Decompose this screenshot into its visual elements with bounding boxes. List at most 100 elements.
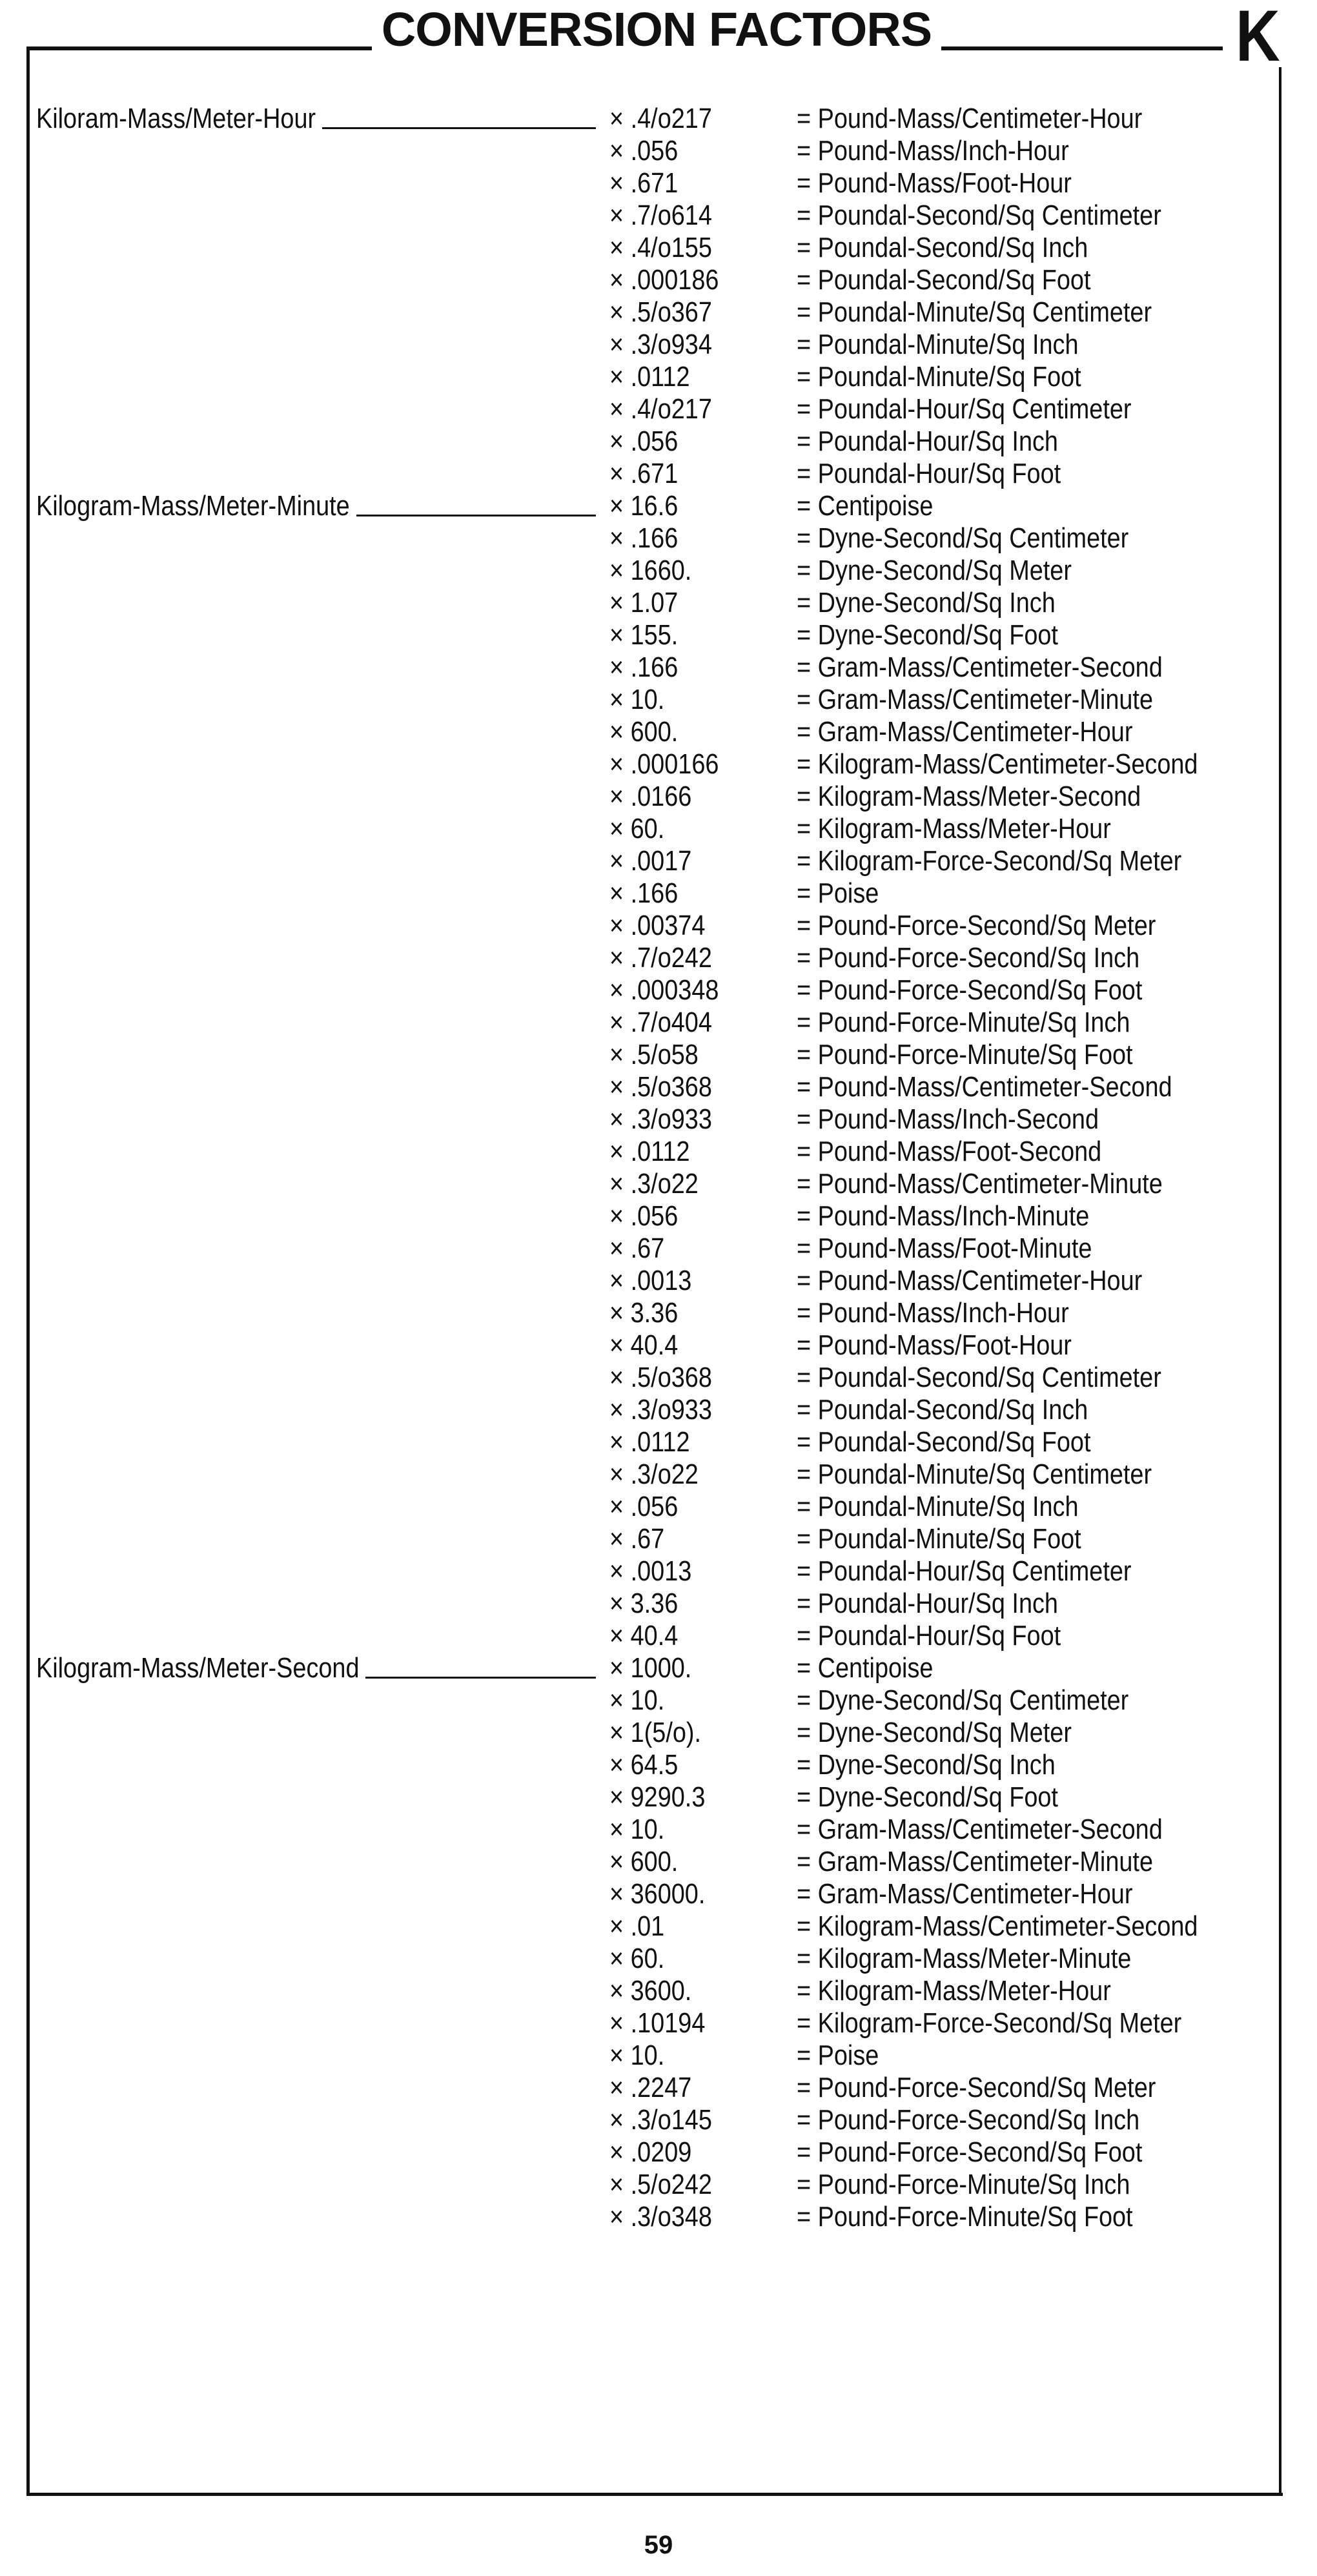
target-unit-value: = Poundal-Hour/Sq Foot [797, 1620, 1061, 1652]
target-unit-name: Poundal-Minute/Sq Inch [817, 1491, 1079, 1522]
factor-number: .67 [630, 1523, 665, 1555]
factor-value: × .0166 [609, 781, 691, 813]
conversion-factor: × .671 [609, 167, 689, 199]
multiply-symbol: × [609, 490, 624, 522]
equals-symbol: = [797, 1168, 812, 1200]
equals-symbol: = [797, 1394, 812, 1426]
target-unit-value: = Pound-Force-Minute/Sq Foot [797, 1039, 1133, 1071]
factor-value: × 1.07 [609, 587, 678, 619]
factor-number: 600. [630, 716, 679, 748]
conversion-factor: × .000166 [609, 748, 737, 781]
factor-value: × .5/o368 [609, 1362, 712, 1394]
multiply-symbol: × [609, 974, 624, 1006]
conversion-factor: × 40.4 [609, 1620, 689, 1652]
target-unit-value: = Kilogram-Mass/Meter-Hour [797, 813, 1111, 845]
target-unit-value: = Gram-Mass/Centimeter-Hour [797, 716, 1132, 748]
section-letter: K [1236, 0, 1280, 76]
factor-number: .166 [630, 877, 679, 909]
target-unit-name: Poundal-Hour/Sq Inch [817, 425, 1058, 457]
target-unit-name: Poundal-Minute/Sq Foot [817, 361, 1081, 393]
target-unit-name: Poise [817, 2039, 879, 2071]
target-unit-value: = Poise [797, 877, 879, 910]
target-unit-name: Poundal-Hour/Sq Foot [817, 1620, 1061, 1651]
multiply-symbol: × [609, 2039, 624, 2071]
factor-number: .0209 [630, 2136, 692, 2168]
factor-number: .7/o404 [630, 1007, 712, 1038]
target-unit-name: Dyne-Second/Sq Centimeter [817, 1684, 1129, 1716]
equals-symbol: = [797, 942, 812, 974]
table-row: × .056 = Pound-Mass/Inch-Minute [0, 1200, 1317, 1232]
conversion-factor: × .671 [609, 458, 689, 490]
factor-number: .4/o217 [630, 393, 712, 425]
factor-value: × .000348 [609, 974, 719, 1007]
conversion-factor: × 64.5 [609, 1749, 689, 1781]
factor-value: × 64.5 [609, 1749, 678, 1781]
target-unit-value: = Poundal-Minute/Sq Centimeter [797, 1458, 1152, 1491]
target-unit-name: Centipoise [817, 490, 934, 522]
target-unit-name: Pound-Mass/Inch-Minute [817, 1200, 1090, 1232]
target-unit: = Kilogram-Mass/Meter-Hour [797, 813, 1162, 845]
target-unit-value: = Kilogram-Mass/Centimeter-Second [797, 748, 1198, 781]
target-unit-value: = Pound-Mass/Foot-Hour [797, 1329, 1072, 1362]
target-unit: = Poundal-Hour/Sq Centimeter [797, 1555, 1186, 1588]
equals-symbol: = [797, 2072, 812, 2103]
table-row: × 9290.3 = Dyne-Second/Sq Foot [0, 1781, 1317, 1814]
factor-value: × .056 [609, 135, 678, 167]
multiply-symbol: × [609, 1878, 624, 1910]
target-unit-value: = Poundal-Second/Sq Inch [797, 1394, 1088, 1426]
source-unit-label: Kilogram-Mass/Meter-Second [36, 1652, 412, 1684]
factor-value: × .056 [609, 425, 678, 458]
table-row: × .10194 = Kilogram-Force-Second/Sq Meter [0, 2007, 1317, 2039]
table-row: × .3/o22 = Pound-Mass/Centimeter-Minute [0, 1168, 1317, 1200]
table-row: × .5/o58 = Pound-Force-Minute/Sq Foot [0, 1039, 1317, 1071]
multiply-symbol: × [609, 1458, 624, 1490]
factor-value: × 3.36 [609, 1297, 678, 1329]
multiply-symbol: × [609, 716, 624, 748]
factor-number: .5/o368 [630, 1362, 712, 1393]
conversion-factor: × 9290.3 [609, 1781, 721, 1814]
equals-symbol: = [797, 2039, 812, 2071]
frame-border-bottom [26, 2493, 1283, 2496]
table-row: × .5/o368 = Poundal-Second/Sq Centimeter [0, 1362, 1317, 1394]
factor-number: 60. [630, 1943, 665, 1974]
factor-number: 36000. [630, 1878, 706, 1910]
target-unit-name: Pound-Force-Second/Sq Meter [817, 910, 1156, 941]
equals-symbol: = [797, 684, 812, 715]
factor-number: 1.07 [630, 587, 679, 618]
target-unit-name: Gram-Mass/Centimeter-Hour [817, 1878, 1133, 1910]
table-row: × .671 = Poundal-Hour/Sq Foot [0, 458, 1317, 490]
table-row: × .056 = Poundal-Minute/Sq Inch [0, 1491, 1317, 1523]
multiply-symbol: × [609, 748, 624, 780]
table-row: × .000186 = Poundal-Second/Sq Foot [0, 264, 1317, 296]
conversion-factor: × .056 [609, 1200, 689, 1232]
multiply-symbol: × [609, 1749, 624, 1781]
factor-value: × .056 [609, 1491, 678, 1523]
table-row: × .5/o368 = Pound-Mass/Centimeter-Second [0, 1071, 1317, 1103]
conversion-factor: × .67 [609, 1523, 673, 1555]
target-unit-name: Kilogram-Force-Second/Sq Meter [817, 845, 1182, 877]
conversion-factor: × 1(5/o). [609, 1717, 716, 1749]
conversion-factor: × .056 [609, 1491, 689, 1523]
conversion-factor: × .5/o368 [609, 1362, 729, 1394]
factor-number: 3.36 [630, 1588, 679, 1619]
equals-symbol: = [797, 393, 812, 425]
equals-symbol: = [797, 103, 812, 134]
conversion-factor: × .4/o155 [609, 232, 729, 264]
table-row: × 60. = Kilogram-Mass/Meter-Minute [0, 1943, 1317, 1975]
target-unit-name: Pound-Force-Second/Sq Foot [817, 2136, 1143, 2168]
target-unit: = Pound-Force-Second/Sq Foot [797, 974, 1198, 1007]
table-row: × .0166 = Kilogram-Mass/Meter-Second [0, 781, 1317, 813]
table-row: × .0112 = Pound-Mass/Foot-Second [0, 1136, 1317, 1168]
multiply-symbol: × [609, 167, 624, 199]
target-unit-value: = Gram-Mass/Centimeter-Minute [797, 684, 1153, 716]
target-unit: = Pound-Mass/Foot-Hour [797, 1329, 1116, 1362]
target-unit: = Dyne-Second/Sq Foot [797, 619, 1101, 651]
table-row: × 60. = Kilogram-Mass/Meter-Hour [0, 813, 1317, 845]
multiply-symbol: × [609, 296, 624, 328]
factor-number: .5/o58 [630, 1039, 699, 1070]
multiply-symbol: × [609, 845, 624, 877]
conversion-factor: × .00374 [609, 910, 721, 942]
factor-number: 9290.3 [630, 1781, 706, 1813]
equals-symbol: = [797, 1846, 812, 1877]
table-row: Kiloram-Mass/Meter-Hour × .4/o217 = Pound-… [0, 103, 1317, 135]
